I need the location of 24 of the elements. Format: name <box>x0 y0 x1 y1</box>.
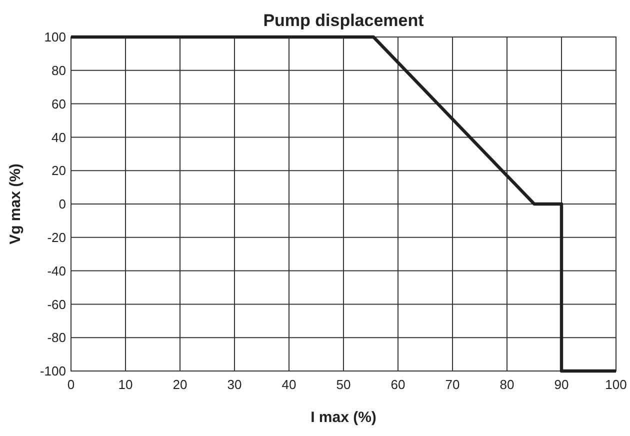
y-tick-label: 80 <box>52 62 66 78</box>
x-tick-label: 80 <box>500 377 514 392</box>
y-tick-label: -80 <box>47 330 66 346</box>
x-tick-label: 100 <box>605 377 627 392</box>
y-tick-label: 20 <box>52 163 66 178</box>
y-tick-label: -20 <box>47 230 66 245</box>
x-tick-label: 90 <box>554 377 569 392</box>
x-axis-title: I max (%) <box>310 409 376 426</box>
x-tick-label: 70 <box>445 377 460 392</box>
x-tick-label: 10 <box>118 377 133 392</box>
x-tick-label: 40 <box>282 377 296 392</box>
x-tick-label: 50 <box>336 377 351 392</box>
y-tick-label: 0 <box>58 196 66 212</box>
chart-title: Pump displacement <box>263 11 424 30</box>
x-tick-label: 30 <box>227 377 242 392</box>
y-tick-label: -40 <box>47 263 66 278</box>
y-tick-label: 60 <box>52 96 66 112</box>
y-tick-label: 100 <box>44 30 66 45</box>
y-axis-title: Vg max (%) <box>7 164 24 244</box>
x-tick-label: 20 <box>172 377 188 392</box>
x-tick-label: 60 <box>390 377 406 392</box>
y-tick-label: -100 <box>40 364 66 379</box>
y-tick-label: -60 <box>47 296 66 312</box>
y-tick-label: 40 <box>52 130 66 145</box>
